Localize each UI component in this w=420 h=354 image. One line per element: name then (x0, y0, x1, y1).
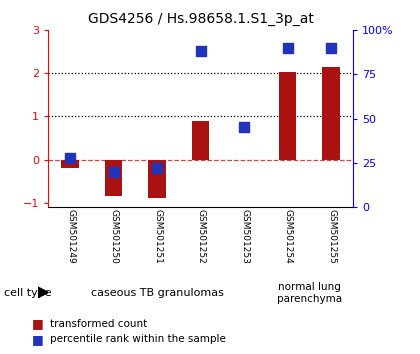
Text: GSM501251: GSM501251 (153, 209, 162, 264)
Point (241, 125, 247, 130)
Polygon shape (38, 287, 48, 298)
Bar (61, 160, 79, 168)
Point (328, 45, 334, 51)
Bar (105, 160, 122, 196)
Bar (192, 121, 209, 160)
Point (67, 155, 74, 160)
Text: caseous TB granulomas: caseous TB granulomas (91, 288, 223, 298)
Point (110, 169, 117, 175)
Bar (279, 73, 296, 160)
Text: GSM501254: GSM501254 (284, 209, 293, 264)
Title: GDS4256 / Hs.98658.1.S1_3p_at: GDS4256 / Hs.98658.1.S1_3p_at (88, 12, 313, 26)
Point (197, 48, 204, 54)
Point (154, 165, 160, 171)
Text: cell type: cell type (4, 288, 52, 298)
Text: GSM501253: GSM501253 (240, 209, 249, 264)
Text: GSM501249: GSM501249 (66, 209, 75, 264)
Bar (323, 67, 340, 160)
Point (284, 45, 291, 51)
Text: GSM501252: GSM501252 (197, 209, 206, 264)
Text: ■: ■ (32, 333, 44, 346)
Bar (148, 160, 166, 199)
Text: normal lung
parenchyma: normal lung parenchyma (277, 282, 342, 304)
Text: ■: ■ (32, 318, 44, 330)
Text: GSM501255: GSM501255 (327, 209, 336, 264)
Text: percentile rank within the sample: percentile rank within the sample (50, 334, 226, 344)
Text: GSM501250: GSM501250 (110, 209, 119, 264)
Text: transformed count: transformed count (50, 319, 148, 329)
